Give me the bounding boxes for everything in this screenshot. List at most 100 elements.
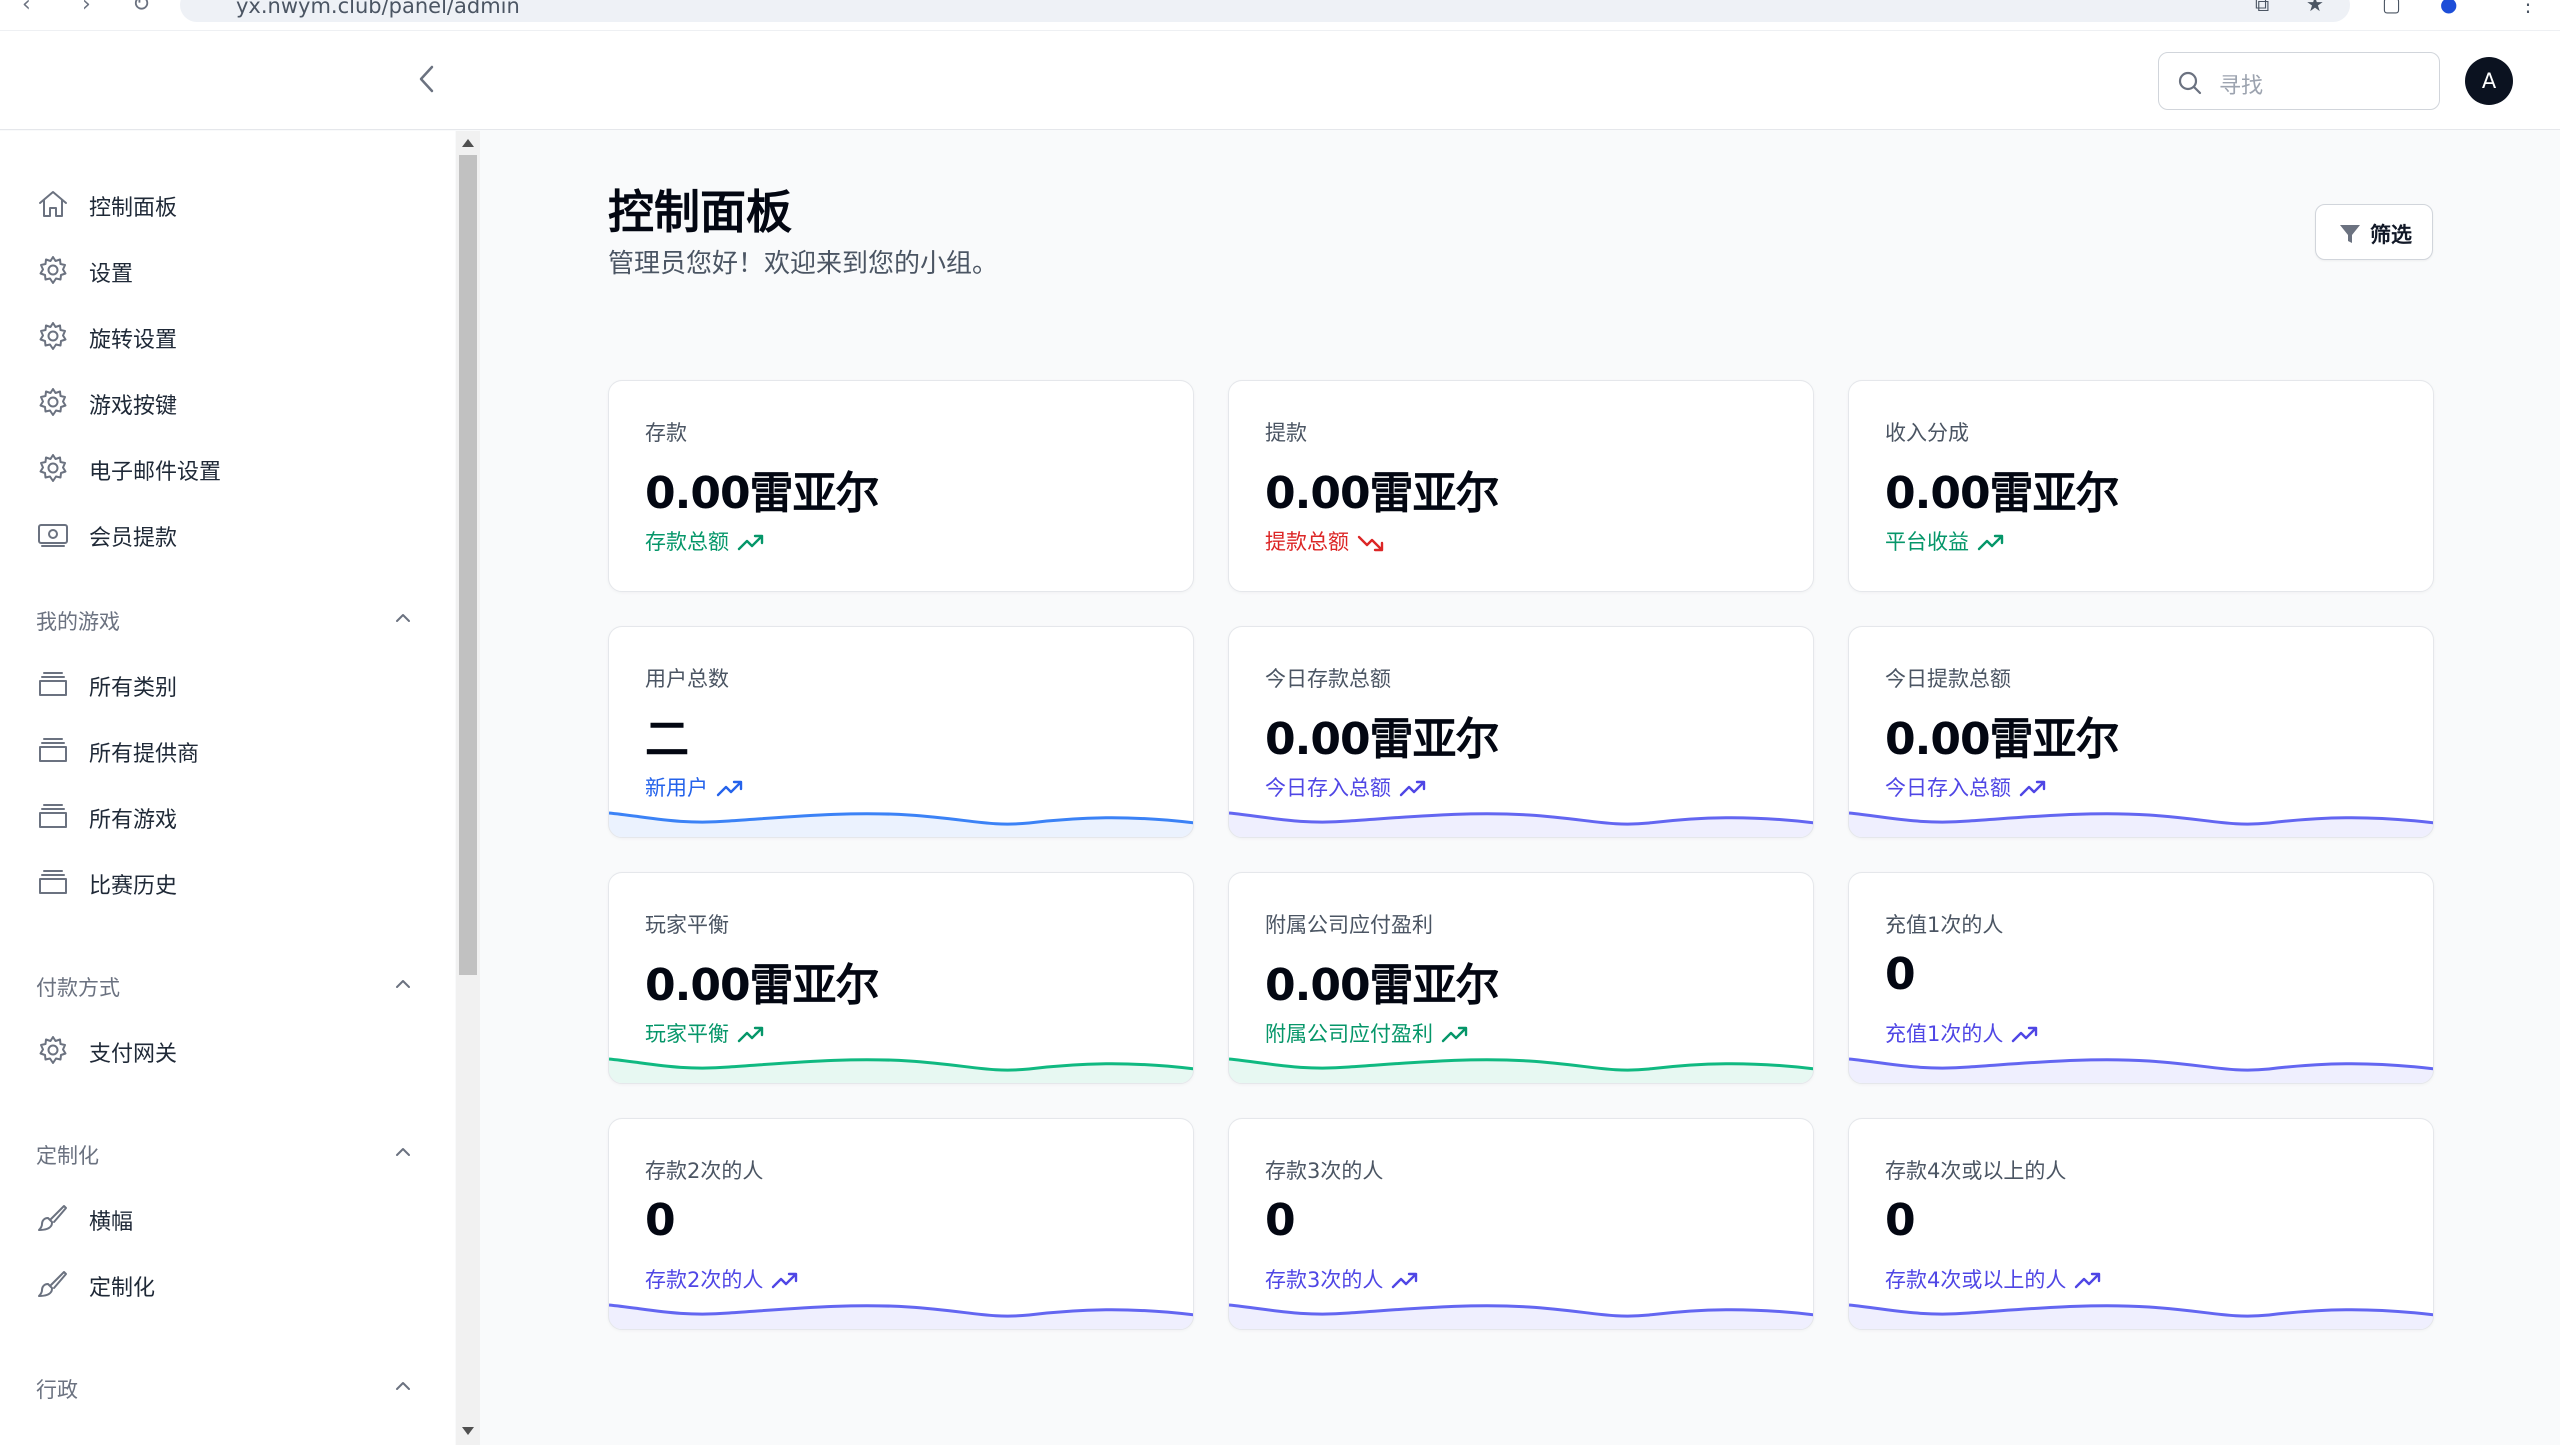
stat-card-value: 0.00雷亚尔 (645, 960, 880, 1011)
sidebar-section-header[interactable]: 付款方式 (0, 966, 440, 1006)
sidebar-item-label: 横幅 (89, 1210, 134, 1235)
sidebar-icon-wrap (36, 867, 70, 897)
stat-card: 用户总数二新用户 (608, 626, 1194, 838)
sidebar: 控制面板设置旋转设置游戏按键电子邮件设置 会员提款我的游戏所有类别所有提供商所有游… (0, 131, 455, 1445)
sidebar-icon-wrap (36, 453, 70, 483)
stat-card-value: 0.00雷亚尔 (1265, 468, 1500, 519)
sidebar-item[interactable]: 控制面板 (0, 177, 440, 231)
stat-card: 玩家平衡 0.00雷亚尔 玩家平衡 (608, 872, 1194, 1084)
sidebar-item[interactable]: 横幅 (0, 1191, 440, 1245)
sidebar-section-header[interactable]: 我的游戏 (0, 600, 440, 640)
sidebar-icon-wrap (36, 1035, 70, 1065)
sidebar-section-header[interactable]: 定制化 (0, 1134, 440, 1174)
sidebar-item[interactable]: 设置 (0, 243, 440, 297)
filter-icon (2340, 225, 2360, 243)
main-content: 控制面板 管理员您好！欢迎来到您的小组。 筛选 存款 0.00雷亚尔 存款总额 提款 0… (480, 131, 2560, 1445)
trending-up-icon (772, 1272, 798, 1289)
sidebar-icon-wrap (36, 387, 70, 417)
sidebar-item[interactable]: 所有类别 (0, 657, 440, 711)
sidebar-item[interactable]: 比赛历史 (0, 855, 440, 909)
extensions-icon[interactable]: ▢ (2382, 0, 2401, 16)
scroll-up-arrow-icon[interactable] (462, 139, 474, 147)
translate-icon[interactable]: ⧉ (2255, 0, 2270, 16)
address-bar[interactable]: yx.nwym.club/panel/admin (180, 0, 2350, 22)
avatar[interactable]: A (2465, 57, 2513, 105)
stat-card-label: 今日提款总额 (1885, 667, 2011, 691)
sidebar-icon-wrap (36, 1269, 70, 1299)
stat-card-value: 0.00雷亚尔 (645, 468, 880, 519)
stat-card-label: 存款4次或以上的人 (1885, 1159, 2067, 1183)
home-icon (39, 191, 67, 217)
stat-card-label: 存款3次的人 (1265, 1159, 1384, 1183)
stat-card-label: 玩家平衡 (645, 913, 729, 937)
sidebar-item-label: 所有游戏 (89, 808, 178, 833)
stat-card-value: 0.00雷亚尔 (1265, 714, 1500, 765)
stat-card: 提款 0.00雷亚尔提款总额 (1228, 380, 1814, 592)
stat-card-label: 充值1次的人 (1885, 913, 2004, 937)
sidebar-item[interactable]: 所有游戏 (0, 789, 440, 843)
chevron-up-icon (396, 1382, 410, 1390)
chevron-left-icon (419, 65, 434, 93)
sidebar-item[interactable]: 支付网关 (0, 1023, 440, 1077)
sidebar-item-label: 会员提款 (89, 526, 178, 551)
top-bar: 寻找 A (0, 31, 2560, 130)
chevron-up-icon (396, 1148, 410, 1156)
scroll-down-arrow-icon[interactable] (462, 1427, 474, 1435)
sidebar-item[interactable]: 电子邮件设置 (0, 441, 440, 495)
stat-card-label: 用户总数 (645, 667, 729, 691)
sidebar-item-label: 支付网关 (89, 1042, 178, 1067)
stat-card-label: 提款 (1265, 421, 1307, 445)
filter-button-label: 筛选 (2370, 223, 2412, 247)
stat-card-description-text: 今日存入总额 (1265, 776, 1391, 800)
trending-up-icon (1392, 1272, 1418, 1289)
sidebar-section-title: 行政 (36, 1378, 78, 1402)
collapse-sidebar-button[interactable] (412, 61, 442, 97)
sidebar-item-label: 所有类别 (89, 676, 178, 701)
search-placeholder: 寻找 (2219, 74, 2264, 99)
stat-card-value: 0.00雷亚尔 (1265, 960, 1500, 1011)
sidebar-scrollbar[interactable] (456, 131, 480, 1445)
trending-down-icon (1357, 535, 1384, 552)
sidebar-item[interactable]: 所有提供商 (0, 723, 440, 777)
address-text: yx.nwym.club/panel/admin (236, 0, 520, 18)
forward-icon[interactable]: › (82, 0, 91, 17)
sparkline-chart (609, 1303, 1193, 1329)
sparkline-chart (609, 811, 1193, 837)
stat-card-value: 0 (1885, 949, 1916, 1000)
sidebar-section-title: 我的游戏 (36, 610, 120, 634)
back-icon[interactable]: ‹ (22, 0, 31, 17)
search-input[interactable]: 寻找 (2158, 52, 2440, 110)
stat-card-description-text: 提款总额 (1265, 530, 1349, 554)
stat-card-description: 存款3次的人 (1265, 1264, 1419, 1294)
sparkline-chart (1849, 1057, 2433, 1083)
trending-up-icon (1399, 780, 1426, 797)
sidebar-item-label: 旋转设置 (89, 328, 178, 353)
gear-icon (39, 388, 67, 416)
sidebar-section-title: 付款方式 (36, 976, 120, 1000)
gear-icon (39, 1036, 67, 1064)
trending-up-icon (716, 780, 743, 797)
stat-card-description: 存款2次的人 (645, 1264, 799, 1294)
reload-icon[interactable]: ↻ (132, 0, 151, 17)
browser-menu-icon[interactable]: ⋮ (2518, 0, 2538, 16)
profile-icon[interactable]: ● (2440, 0, 2458, 16)
sidebar-item[interactable]: 游戏按键 (0, 375, 440, 429)
archive-icon (39, 870, 67, 894)
sparkline-chart (1229, 811, 1813, 837)
sidebar-item[interactable]: 旋转设置 (0, 309, 440, 363)
sparkline-chart (1849, 811, 2433, 837)
sidebar-item[interactable]: 会员提款 (0, 507, 440, 561)
scrollbar-thumb[interactable] (459, 155, 477, 975)
sidebar-item[interactable]: 定制化 (0, 1257, 440, 1311)
sidebar-section-header[interactable]: 行政 (0, 1368, 440, 1408)
stat-card-description: 平台收益 (1885, 526, 2005, 556)
stat-card: 存款3次的人 0 存款3次的人 (1228, 1118, 1814, 1330)
bookmark-star-icon[interactable]: ★ (2306, 0, 2324, 16)
sidebar-icon-wrap (36, 255, 70, 285)
gear-icon (39, 322, 67, 350)
stat-card: 今日提款总额 0.00雷亚尔 今日存入总额 (1848, 626, 2434, 838)
sidebar-item-label: 电子邮件设置 (89, 460, 222, 485)
stat-card-description: 玩家平衡 (645, 1018, 765, 1048)
stat-card-description-text: 存款总额 (645, 530, 729, 554)
filter-button[interactable]: 筛选 (2315, 204, 2433, 260)
